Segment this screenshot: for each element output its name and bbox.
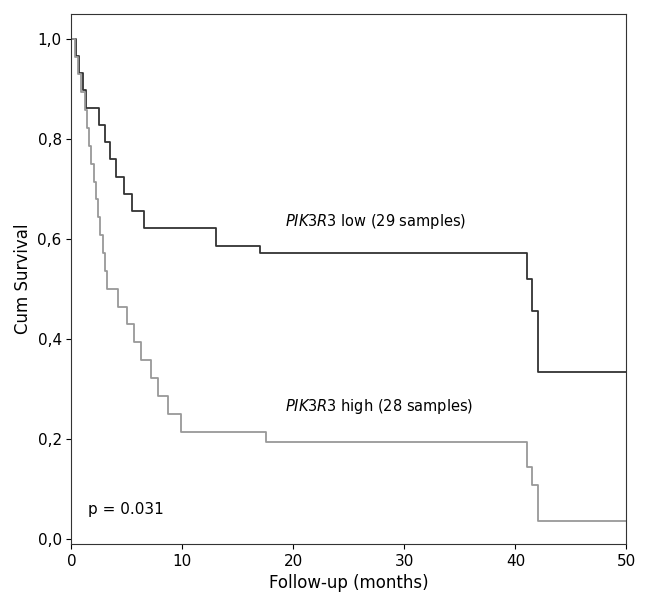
X-axis label: Follow-up (months): Follow-up (months) — [269, 574, 429, 592]
Text: p = 0.031: p = 0.031 — [88, 502, 164, 517]
Text: $\it{PIK3R3}$ low (29 samples): $\it{PIK3R3}$ low (29 samples) — [285, 212, 466, 231]
Y-axis label: Cum Survival: Cum Survival — [14, 224, 32, 334]
Text: $\it{PIK3R3}$ high (28 samples): $\it{PIK3R3}$ high (28 samples) — [285, 398, 473, 416]
